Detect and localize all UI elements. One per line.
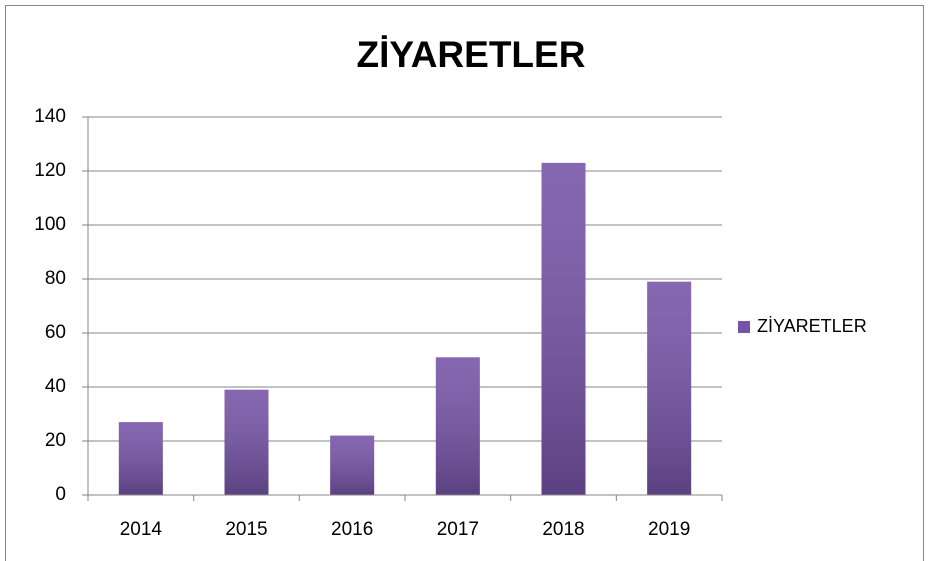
y-tick-label: 80	[45, 268, 66, 289]
y-tick-label: 0	[55, 484, 66, 505]
x-tick-label: 2017	[437, 519, 479, 540]
bar-shade	[541, 162, 586, 495]
y-tick-label: 140	[34, 106, 66, 127]
y-tick-label: 120	[34, 160, 66, 181]
y-tick-label: 100	[34, 214, 66, 235]
y-tick-label: 20	[45, 430, 66, 451]
legend-swatch	[738, 321, 750, 333]
bar-shade	[435, 357, 480, 495]
bar-shade	[118, 422, 163, 495]
bar-shade	[647, 281, 692, 495]
x-tick-label: 2014	[120, 519, 163, 540]
chart-title: ZİYARETLER	[357, 34, 586, 75]
x-tick-label: 2015	[225, 519, 267, 540]
bar-shade	[224, 389, 269, 495]
x-tick-label: 2019	[648, 519, 690, 540]
y-tick-label: 40	[45, 376, 66, 397]
legend-label: ZİYARETLER	[757, 316, 867, 336]
x-tick-label: 2016	[331, 519, 373, 540]
bar-shade	[330, 435, 375, 495]
x-tick-label: 2018	[542, 519, 584, 540]
y-tick-label: 60	[45, 322, 66, 343]
